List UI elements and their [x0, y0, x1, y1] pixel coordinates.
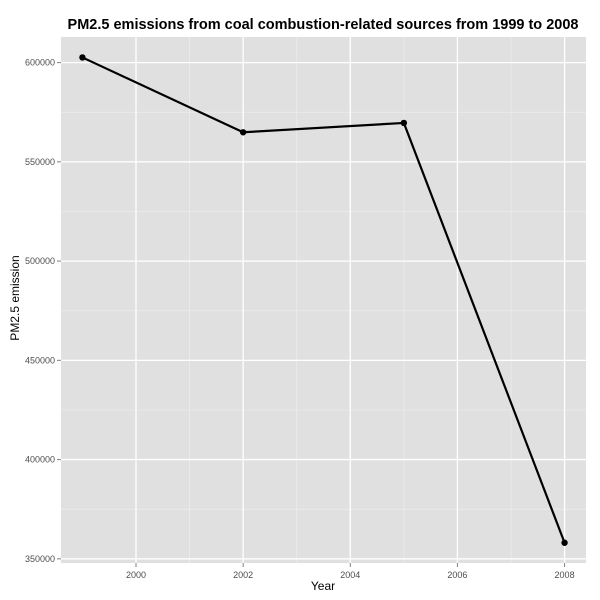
y-tick-label: 350000 — [25, 554, 55, 564]
major-gridlines — [61, 37, 586, 563]
y-axis: 350000 400000 450000 500000 550000 600000 — [25, 58, 61, 564]
chart-title: PM2.5 emissions from coal combustion-rel… — [68, 17, 579, 33]
plot-panel — [61, 37, 586, 563]
data-point — [79, 54, 86, 61]
y-tick-label: 550000 — [25, 157, 55, 167]
y-tick-label: 400000 — [25, 455, 55, 465]
x-tick-label: 2008 — [555, 570, 575, 580]
data-points — [79, 54, 568, 546]
x-tick-label: 2006 — [447, 570, 467, 580]
y-tick-label: 500000 — [25, 256, 55, 266]
x-tick-label: 2004 — [340, 570, 360, 580]
series-line — [81, 56, 566, 544]
x-tick-label: 2002 — [233, 570, 253, 580]
y-tick-label: 600000 — [25, 58, 55, 68]
y-tick-label: 450000 — [25, 355, 55, 365]
x-axis: 2000 2002 2004 2006 2008 — [126, 563, 575, 580]
data-point — [400, 119, 408, 127]
data-point — [561, 539, 568, 546]
data-point — [239, 129, 247, 136]
y-axis-title: PM2.5 emission — [8, 255, 22, 340]
x-axis-title: Year — [311, 579, 335, 593]
x-tick-label: 2000 — [126, 570, 146, 580]
